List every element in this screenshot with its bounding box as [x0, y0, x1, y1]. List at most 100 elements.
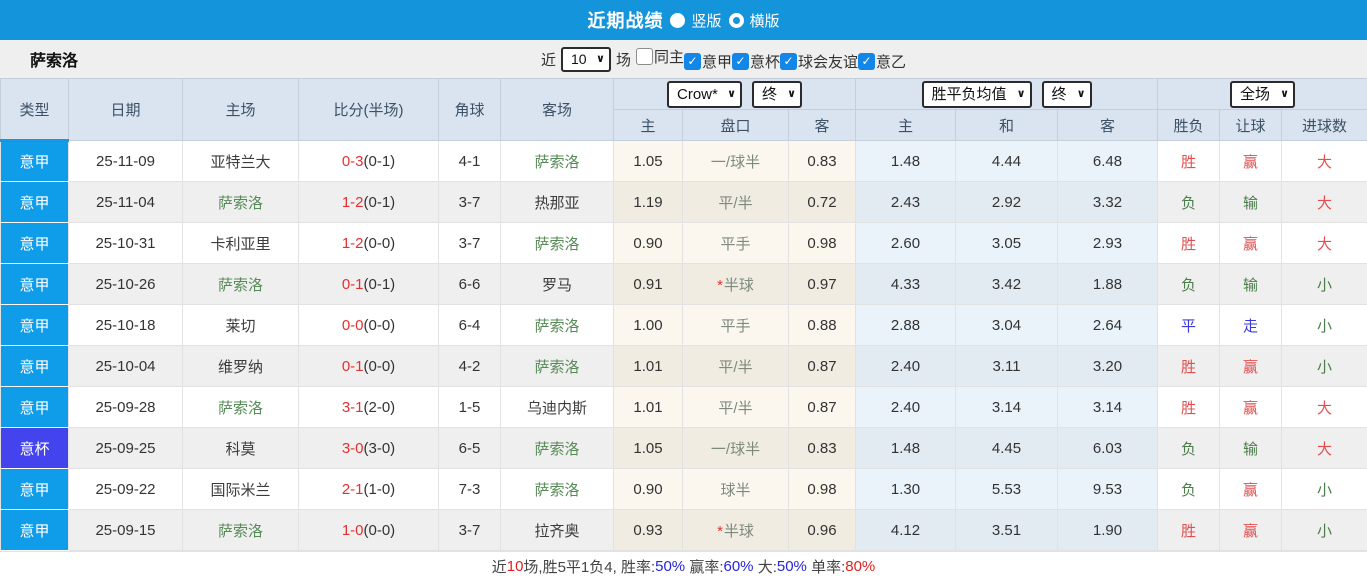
cell-odds-away: 0.87	[787, 386, 857, 428]
column-header-corner: 角球	[438, 78, 501, 141]
cell-goals-result: 小	[1281, 345, 1367, 387]
cell-corner: 7-3	[438, 468, 501, 510]
checkbox-checked-icon: ✓	[780, 52, 798, 70]
cell-date: 25-09-28	[68, 386, 183, 428]
cell-date: 25-09-22	[68, 468, 183, 510]
cell-odds-home: 0.90	[613, 468, 683, 510]
cell-corner: 6-4	[438, 304, 501, 346]
filter-checkbox[interactable]: ✓ 球会友谊	[780, 51, 858, 72]
cell-avg-draw: 3.42	[955, 263, 1059, 305]
cell-avg-draw: 4.44	[955, 140, 1059, 182]
summary-segment: 60%	[723, 557, 754, 575]
cell-avg-away: 3.32	[1057, 181, 1159, 223]
layout-radio-vertical[interactable]: 竖版	[670, 10, 722, 31]
cell-goals-result: 小	[1281, 304, 1367, 346]
subheader-handicap: 盘口	[682, 109, 789, 141]
cell-avg-home: 1.30	[855, 468, 957, 510]
cell-spread-result: 赢	[1219, 140, 1283, 182]
filter-checkbox-label: 意乙	[876, 53, 907, 71]
match-count-select[interactable]: 10	[560, 46, 611, 72]
cell-score: 0-0(0-0)	[298, 304, 439, 346]
cell-away-team: 萨索洛	[500, 345, 614, 387]
summary-segment: 50%	[776, 557, 807, 575]
cell-goals-result: 大	[1281, 386, 1367, 428]
cell-spread-result: 赢	[1219, 386, 1283, 428]
cell-home-team: 科莫	[182, 427, 299, 469]
table-header: 类型 日期 主场 比分(半场) 角球 客场 Crow* 终 胜平负均值 终	[0, 78, 1367, 142]
cell-avg-draw: 3.14	[955, 386, 1059, 428]
match-count-select-wrap: 10	[560, 46, 611, 72]
cell-avg-away: 3.20	[1057, 345, 1159, 387]
filter-checkbox[interactable]: ✓ 意乙	[858, 51, 906, 72]
handicap-star: *	[717, 522, 723, 540]
table-row: 意甲 25-11-09 亚特兰大 0-3(0-1) 4-1 萨索洛 1.05 一/球半 0.83…	[0, 140, 1367, 182]
cell-odds-home: 1.19	[613, 181, 683, 223]
cell-score: 1-2(0-1)	[298, 181, 439, 223]
cell-score: 1-0(0-0)	[298, 509, 439, 551]
cell-odds-away: 0.98	[787, 468, 857, 510]
odds-company-state-select[interactable]: 终	[752, 80, 802, 108]
cell-avg-home: 2.88	[855, 304, 957, 346]
cell-away-team: 热那亚	[500, 181, 614, 223]
cell-odds-home: 1.01	[613, 345, 683, 387]
cell-odds-away: 0.83	[787, 427, 857, 469]
subheader-goals: 进球数	[1281, 109, 1367, 141]
cell-odds-away: 0.72	[787, 181, 857, 223]
cell-result: 胜	[1157, 386, 1221, 428]
filter-checkbox[interactable]: ✓ 意甲	[683, 51, 732, 72]
cell-avg-away: 6.03	[1057, 427, 1159, 469]
radio-label-vertical: 竖版	[691, 12, 722, 30]
cell-spread-result: 赢	[1219, 345, 1283, 387]
layout-radio-horizontal[interactable]: 横版	[728, 10, 780, 31]
match-scope-select[interactable]: 全场	[1230, 80, 1296, 108]
cell-league: 意甲	[0, 140, 69, 182]
cell-avg-draw: 3.04	[955, 304, 1059, 346]
cell-odds-home: 1.05	[613, 140, 683, 182]
cell-date: 25-11-09	[68, 140, 183, 182]
cell-league: 意杯	[0, 427, 69, 469]
column-header-away: 客场	[500, 78, 614, 141]
cell-odds-home: 1.00	[613, 304, 683, 346]
scope-group-header: 全场	[1157, 78, 1367, 110]
filters-group: 近 10 场 同主✓意甲✓意杯✓球会友谊✓意乙	[541, 46, 906, 72]
cell-league: 意甲	[0, 509, 69, 551]
filter-checkbox-label: 意甲	[701, 53, 732, 71]
cell-handicap: 平/半	[682, 345, 789, 387]
cell-score: 0-3(0-1)	[298, 140, 439, 182]
column-header-date: 日期	[68, 78, 183, 141]
results-table: 类型 日期 主场 比分(半场) 角球 客场 Crow* 终 胜平负均值 终	[0, 78, 1367, 551]
filter-checkbox[interactable]: 同主	[635, 46, 684, 67]
cell-avg-draw: 5.53	[955, 468, 1059, 510]
avg-odds-state-select[interactable]: 终	[1041, 80, 1092, 108]
cell-league: 意甲	[0, 263, 69, 305]
filter-bar: 萨索洛 近 10 场 同主✓意甲✓意杯✓球会友谊✓意乙	[0, 40, 1367, 78]
cell-away-team: 萨索洛	[500, 140, 614, 182]
filter-checkbox[interactable]: ✓ 意杯	[732, 51, 780, 72]
subheader-avg-away: 客	[1057, 109, 1159, 141]
subheader-odds-home: 主	[613, 109, 683, 141]
cell-odds-home: 0.93	[613, 509, 683, 551]
cell-avg-away: 3.14	[1057, 386, 1159, 428]
avg-odds-select[interactable]: 胜平负均值	[921, 80, 1032, 108]
cell-corner: 3-7	[438, 222, 501, 264]
cell-handicap: *半球	[682, 263, 789, 305]
cell-odds-home: 0.91	[613, 263, 683, 305]
cell-result: 胜	[1157, 509, 1221, 551]
cell-league: 意甲	[0, 345, 69, 387]
cell-corner: 3-7	[438, 181, 501, 223]
odds-company-select[interactable]: Crow*	[667, 80, 742, 108]
cell-odds-away: 0.98	[787, 222, 857, 264]
cell-avg-away: 6.48	[1057, 140, 1159, 182]
cell-odds-away: 0.96	[787, 509, 857, 551]
cell-date: 25-10-26	[68, 263, 183, 305]
cell-avg-away: 1.90	[1057, 509, 1159, 551]
table-row: 意甲 25-09-28 萨索洛 3-1(2-0) 1-5 乌迪内斯 1.01 平/半 0.87 2…	[0, 386, 1367, 428]
cell-away-team: 萨索洛	[500, 427, 614, 469]
cell-odds-away: 0.88	[787, 304, 857, 346]
cell-corner: 4-2	[438, 345, 501, 387]
cell-spread-result: 赢	[1219, 468, 1283, 510]
cell-away-team: 乌迪内斯	[500, 386, 614, 428]
cell-avg-draw: 3.51	[955, 509, 1059, 551]
cell-avg-away: 2.93	[1057, 222, 1159, 264]
